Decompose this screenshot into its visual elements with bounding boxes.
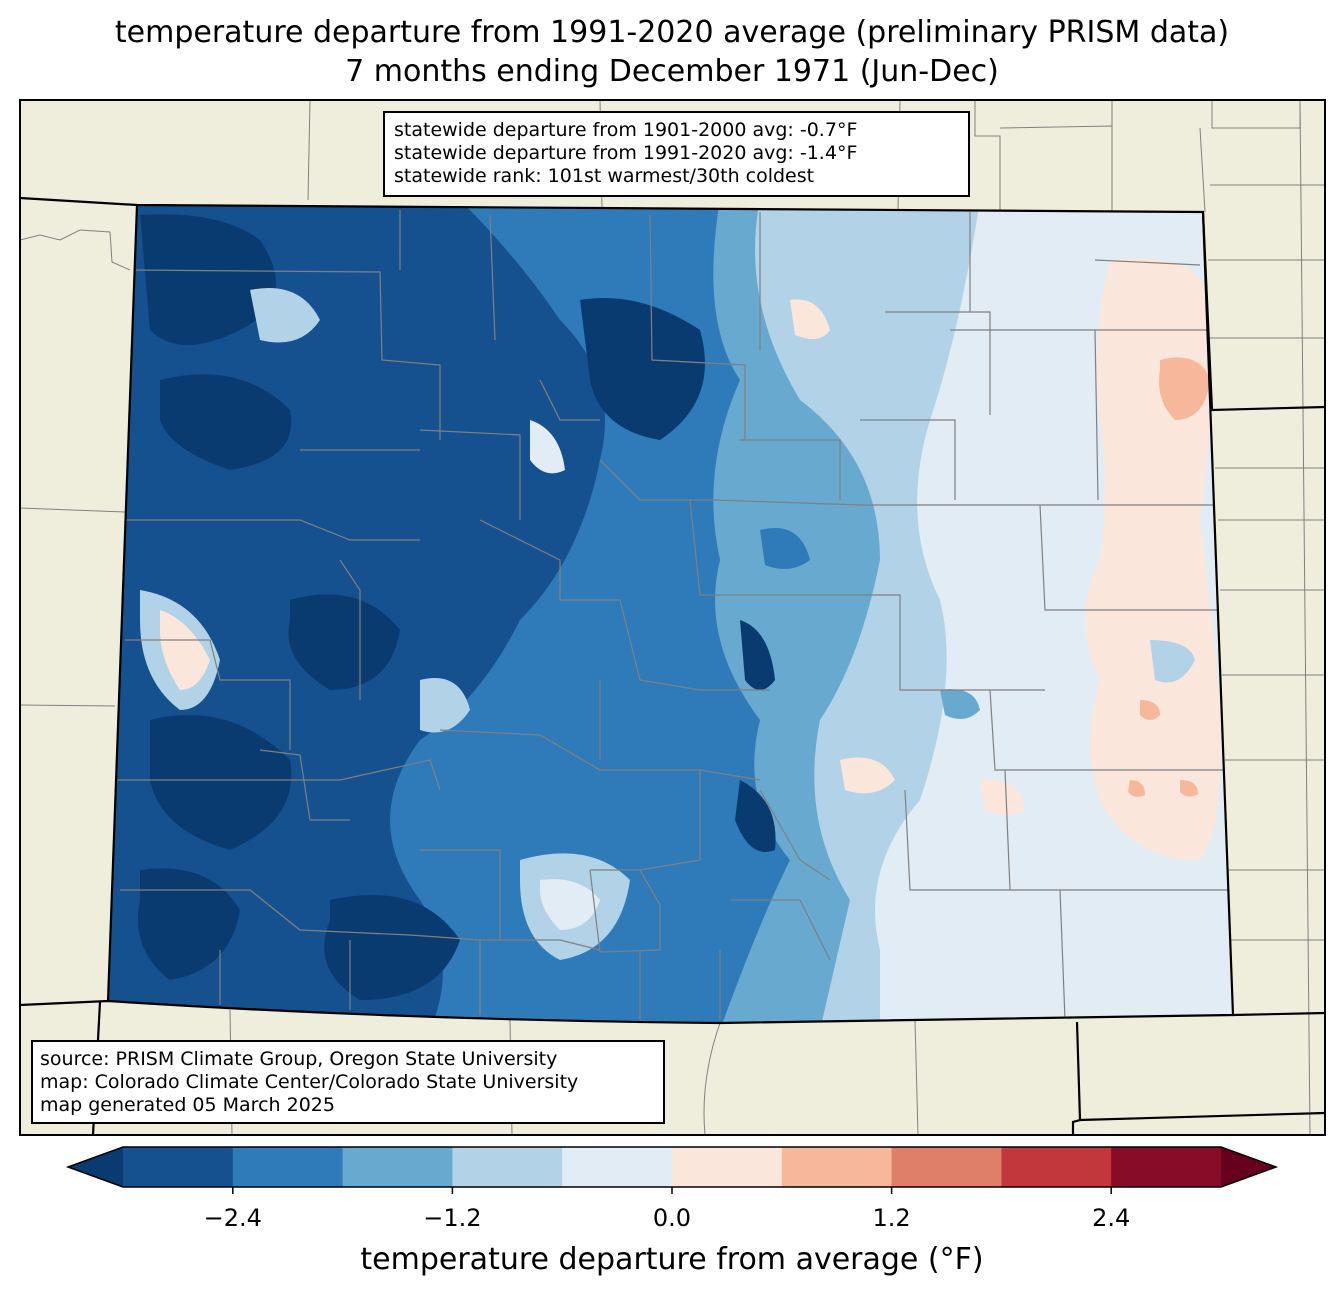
colorbar-tick-label: −2.4	[203, 1204, 262, 1232]
colorbar-swatch	[1001, 1147, 1112, 1187]
colorbar-swatch	[891, 1147, 1002, 1187]
map-credit-line: map: Colorado Climate Center/Colorado St…	[40, 1071, 579, 1093]
colorbar-tick-label: 0.0	[652, 1204, 692, 1232]
colorbar-swatch	[342, 1147, 453, 1187]
colorbar-swatch	[232, 1147, 344, 1187]
colorbar-extend-high	[1221, 1147, 1276, 1187]
colorbar-swatch	[452, 1147, 563, 1187]
colorbar-outline	[65, 1146, 1279, 1188]
colorbar-extend-low	[68, 1147, 123, 1187]
colorbar-swatch	[123, 1147, 234, 1187]
stats-departure-1991-2020: statewide departure from 1991-2020 avg: …	[394, 142, 858, 164]
colorbar-swatch	[562, 1147, 673, 1187]
colorbar-label: temperature departure from average (°F)	[360, 1242, 984, 1277]
colorbar	[65, 1146, 1279, 1194]
source-line: source: PRISM Climate Group, Oregon Stat…	[40, 1048, 558, 1070]
colorbar-tick-label: 2.4	[1092, 1204, 1131, 1232]
colorbar-swatch	[672, 1147, 783, 1187]
colorbar-swatch	[1111, 1147, 1222, 1187]
map-frame	[19, 99, 1326, 1136]
colorbar-swatches	[65, 1146, 1279, 1194]
stats-rank: statewide rank: 101st warmest/30th colde…	[394, 165, 815, 187]
colorbar-swatch	[781, 1147, 893, 1187]
map-title-line-2: 7 months ending December 1971 (Jun-Dec)	[345, 54, 999, 89]
stats-departure-1901-2000: statewide departure from 1901-2000 avg: …	[394, 119, 858, 141]
colorbar-tick-label: −1.2	[423, 1204, 482, 1232]
county-lines	[115, 210, 1230, 1021]
colorbar-tick-label: 1.2	[872, 1204, 911, 1232]
statewide-stats-box: statewide departure from 1901-2000 avg: …	[383, 111, 970, 197]
map-title-line-1: temperature departure from 1991-2020 ave…	[114, 15, 1230, 50]
temperature-field	[108, 205, 1233, 1023]
generated-date-line: map generated 05 March 2025	[40, 1094, 335, 1116]
source-credit-box: source: PRISM Climate Group, Oregon Stat…	[31, 1040, 665, 1124]
